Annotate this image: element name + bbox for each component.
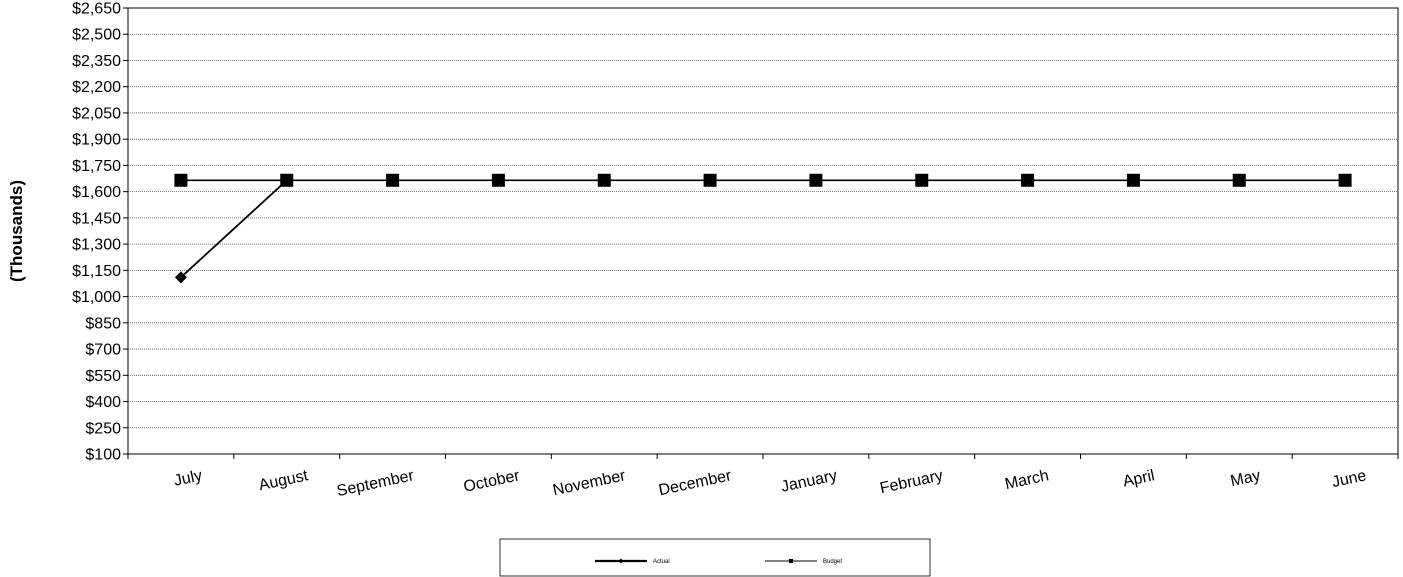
series-budget: [174, 173, 1352, 187]
data-point-budget: [491, 173, 505, 187]
y-tick-label: $100: [85, 447, 121, 464]
y-tick-label: $1,450: [72, 210, 121, 227]
y-tick-label: $1,600: [72, 184, 121, 201]
legend-label: Budget: [823, 559, 842, 565]
series-group: [174, 173, 1352, 284]
gridlines: [128, 7, 1398, 455]
y-tick-label: $1,750: [72, 158, 121, 175]
legend-item-actual: Actual: [595, 558, 670, 565]
y-tick-label: $550: [85, 368, 121, 385]
legend-marker: [618, 558, 624, 564]
x-tick-label: September: [335, 467, 416, 500]
x-tick-label: March: [1003, 467, 1050, 493]
data-point-budget: [1126, 173, 1140, 187]
y-tick-label: $700: [85, 342, 121, 359]
series-actual: [174, 174, 293, 284]
legend-label: Actual: [653, 559, 670, 565]
y-axis-title: (Thousands): [7, 180, 26, 282]
legend-box: [499, 538, 931, 577]
y-axis-ticks: $100 $250 $400 $550 $700 $850 $1,000 $1,150 $1,3…: [72, 1, 128, 464]
data-point-budget: [915, 173, 929, 187]
y-tick-label: $850: [85, 315, 121, 332]
y-tick-label: $250: [85, 420, 121, 437]
x-tick-label: January: [780, 467, 839, 495]
data-point-budget: [1338, 173, 1352, 187]
y-tick-label: $1,300: [72, 237, 121, 254]
data-point-actual: [174, 271, 187, 284]
x-tick-label: June: [1330, 467, 1368, 491]
x-tick-label: July: [172, 467, 203, 490]
data-point-budget: [809, 173, 823, 187]
legend-marker: [789, 559, 793, 563]
x-tick-label: May: [1229, 467, 1262, 490]
x-tick-label: December: [657, 467, 733, 499]
series-line-actual: [180, 179, 288, 279]
y-tick-label: $2,350: [72, 53, 121, 70]
x-axis-ticks: July August September October November Decemb…: [127, 454, 1399, 500]
data-point-budget: [1021, 173, 1035, 187]
x-tick-label: November: [551, 467, 627, 499]
y-tick-label: $400: [85, 394, 121, 411]
y-tick-label: $2,200: [72, 79, 121, 96]
y-tick-label: $2,500: [72, 27, 121, 44]
data-point-budget: [174, 173, 188, 187]
legend-item-budget: Budget: [765, 559, 842, 565]
y-tick-label: $2,050: [72, 105, 121, 122]
x-tick-label: October: [462, 467, 522, 496]
y-tick-label: $2,650: [72, 1, 121, 18]
y-tick-label: $1,900: [72, 132, 121, 149]
x-tick-label: April: [1121, 467, 1156, 490]
data-point-budget: [386, 173, 400, 187]
plot-area-border: [127, 7, 1399, 455]
data-point-budget: [280, 173, 294, 187]
y-tick-label: $1,000: [72, 289, 121, 306]
legend: Actual Budget: [499, 538, 931, 577]
x-tick-label: August: [257, 467, 310, 494]
data-point-budget: [1232, 173, 1246, 187]
data-point-budget: [703, 173, 717, 187]
x-tick-label: February: [878, 467, 944, 497]
data-point-budget: [597, 173, 611, 187]
y-tick-label: $1,150: [72, 263, 121, 280]
